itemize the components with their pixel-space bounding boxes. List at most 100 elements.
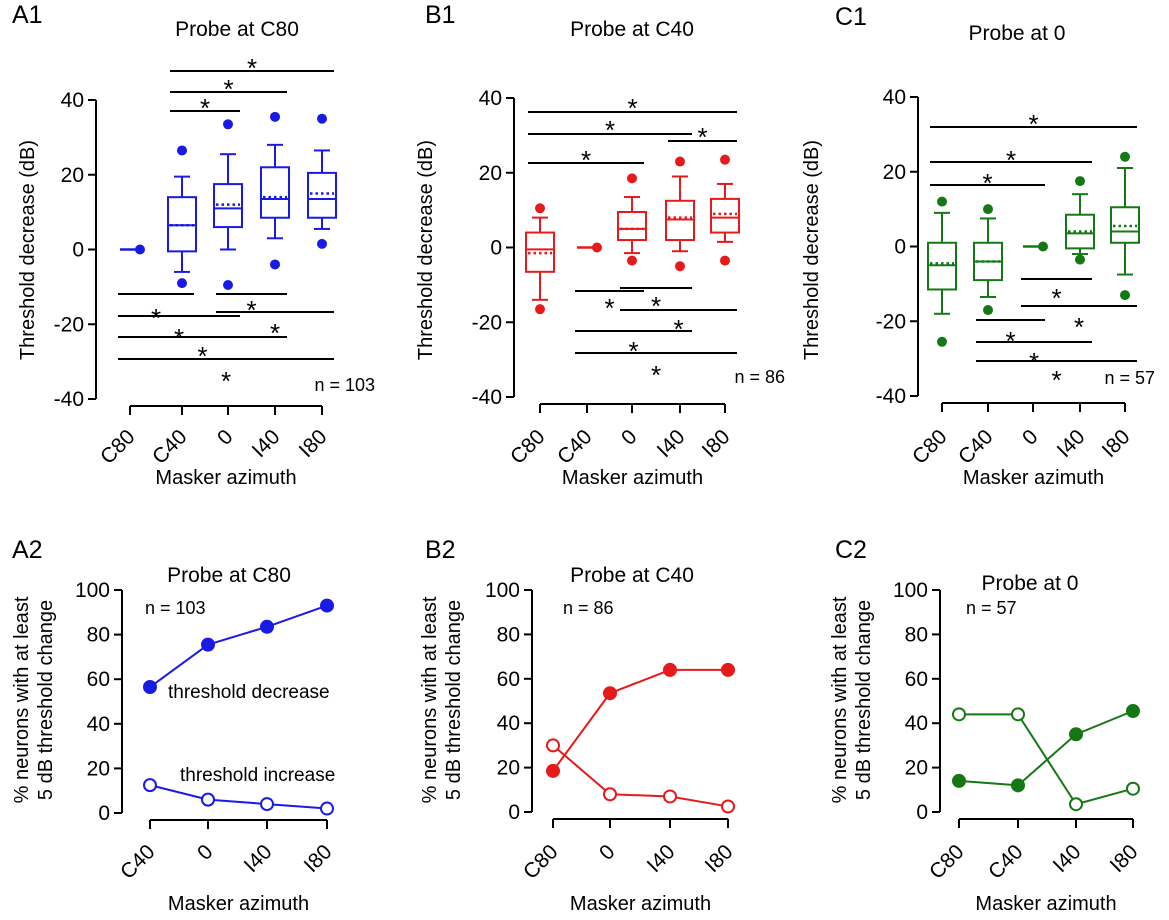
x-tick-label: C80 — [519, 840, 563, 884]
x-axis-label: Masker azimuth — [963, 467, 1104, 489]
significance-star: * — [581, 145, 591, 175]
significance-star: * — [697, 122, 707, 152]
y-tick-label: 0 — [98, 802, 110, 825]
y-tick-label: 40 — [479, 87, 502, 110]
significance-star: * — [246, 295, 256, 325]
significance-star: * — [223, 74, 233, 104]
y-tick-label: 20 — [497, 757, 520, 780]
outlier-point — [223, 119, 233, 130]
x-axis-label: Masker azimuth — [155, 467, 296, 489]
y-tick-label: 0 — [490, 237, 502, 260]
y-tick-label: 60 — [905, 668, 928, 691]
y-axis-label-line: 5 dB threshold change — [443, 600, 465, 800]
y-tick-label: 0 — [894, 236, 906, 259]
data-point — [1126, 703, 1140, 718]
data-point — [952, 707, 966, 722]
outlier-point — [675, 261, 685, 272]
data-point — [143, 680, 157, 695]
box-iqr — [213, 183, 243, 229]
n-label: n = 57 — [966, 598, 1017, 618]
y-tick-label: 20 — [87, 757, 110, 780]
y-tick-label: -20 — [876, 310, 906, 333]
x-tick-label: I40 — [643, 840, 680, 877]
panel-a1: A1 Probe at C80 Threshold decrease (dB) -40… — [12, 1, 375, 489]
n-label: n = 86 — [734, 367, 785, 387]
series-increase — [143, 778, 334, 816]
x-tick-label: 0 — [617, 425, 642, 450]
box-iqr — [260, 166, 290, 219]
series-increase — [952, 707, 1140, 812]
panel-label: B1 — [425, 1, 456, 29]
outlier-point — [177, 278, 187, 289]
y-tick-label: 0 — [72, 239, 84, 262]
significance-markers: ******** — [930, 109, 1137, 395]
y-tick-label: 20 — [905, 757, 928, 780]
series-line — [958, 710, 1134, 787]
chart-title: Probe at 0 — [969, 22, 1066, 45]
y-tick-label: 20 — [883, 161, 906, 184]
y-tick-label: 40 — [497, 712, 520, 735]
panel-b2: B2 Probe at C40 % neurons with at least 5 d… — [419, 536, 738, 915]
outlier-point — [675, 156, 685, 167]
box-0 — [213, 119, 243, 291]
outlier-point — [317, 238, 327, 249]
x-axis-label: Masker azimuth — [562, 467, 703, 489]
outlier-point — [720, 255, 730, 266]
significance-star: * — [982, 168, 992, 198]
data-point — [320, 598, 334, 613]
y-tick-label: -40 — [54, 388, 84, 411]
chart-title: Probe at C40 — [570, 564, 694, 587]
chart-title: Probe at C40 — [570, 18, 694, 41]
outlier-point — [1120, 290, 1130, 301]
data-point — [546, 763, 560, 778]
outlier-point — [177, 145, 187, 156]
significance-markers: ********* — [528, 93, 737, 390]
x-tick-label: 0 — [213, 425, 238, 450]
significance-star: * — [197, 341, 207, 371]
y-axis-label-line: % neurons with at least — [11, 596, 33, 803]
box-iqr — [307, 171, 337, 219]
outlier-point — [983, 305, 993, 316]
outlier-point — [937, 196, 947, 207]
y-tick-label: 0 — [916, 801, 928, 824]
significance-star: * — [604, 293, 614, 323]
significance-star: * — [1051, 365, 1061, 395]
series-line — [552, 744, 729, 808]
y-axis-label-line: 5 dB threshold change — [35, 600, 57, 800]
n-label: n = 57 — [1104, 368, 1155, 388]
box-i40 — [260, 111, 290, 270]
data-point — [1011, 778, 1025, 793]
outlier-point — [1120, 151, 1130, 162]
y-tick-label: -20 — [472, 311, 502, 334]
x-tick-label: C40 — [954, 425, 998, 469]
box-flat-point — [135, 244, 145, 255]
y-tick-label: 80 — [87, 624, 110, 647]
x-tick-label: C80 — [96, 425, 140, 469]
y-tick-label: -40 — [472, 386, 502, 409]
outlier-point — [720, 154, 730, 165]
y-tick-label: 20 — [479, 162, 502, 185]
x-tick-label: I40 — [653, 425, 690, 462]
y-tick-label: 40 — [905, 712, 928, 735]
n-label: n = 86 — [563, 598, 614, 618]
x-tick-label: I40 — [1049, 840, 1086, 877]
panel-c2: C2 Probe at 0 % neurons with at least 5 dB … — [829, 536, 1143, 915]
panel-label: A2 — [12, 536, 43, 564]
x-tick-label: C80 — [908, 425, 952, 469]
significance-star: * — [605, 115, 615, 145]
outlier-point — [1075, 176, 1085, 187]
box-0 — [1023, 241, 1048, 252]
chart-title: Probe at C80 — [167, 564, 291, 587]
data-point — [201, 792, 215, 807]
x-axis-label: Masker azimuth — [570, 893, 711, 915]
x-axis-label: Masker azimuth — [168, 893, 309, 915]
outlier-point — [1075, 254, 1085, 265]
significance-markers: ********* — [118, 53, 334, 396]
box-c40 — [577, 242, 602, 253]
y-tick-label: 100 — [485, 579, 520, 602]
box-flat-point — [1038, 241, 1048, 252]
x-axis-label: Masker azimuth — [975, 893, 1116, 915]
box-i80 — [1110, 151, 1140, 301]
n-label: n = 103 — [314, 375, 375, 395]
